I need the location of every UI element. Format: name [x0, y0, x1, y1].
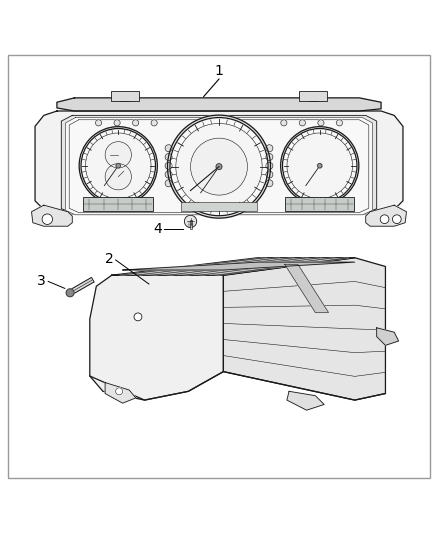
Circle shape — [170, 118, 268, 216]
Circle shape — [392, 215, 401, 223]
Polygon shape — [377, 328, 399, 345]
Circle shape — [318, 120, 324, 126]
Circle shape — [134, 313, 142, 321]
Circle shape — [66, 289, 74, 297]
Text: 3: 3 — [37, 273, 46, 287]
Circle shape — [176, 124, 262, 210]
Circle shape — [79, 127, 157, 205]
Circle shape — [380, 215, 389, 223]
Polygon shape — [66, 118, 372, 215]
Circle shape — [167, 115, 271, 218]
Circle shape — [266, 154, 273, 160]
Polygon shape — [35, 111, 403, 214]
Circle shape — [133, 120, 139, 126]
Polygon shape — [287, 391, 324, 410]
Polygon shape — [61, 115, 377, 213]
Polygon shape — [199, 258, 335, 275]
Polygon shape — [152, 258, 294, 275]
FancyBboxPatch shape — [285, 197, 354, 211]
Text: 2: 2 — [105, 252, 114, 265]
Circle shape — [116, 164, 120, 168]
Circle shape — [165, 162, 172, 169]
Circle shape — [191, 138, 247, 195]
Circle shape — [114, 120, 120, 126]
Circle shape — [266, 162, 273, 169]
FancyBboxPatch shape — [83, 197, 153, 211]
Circle shape — [336, 120, 343, 126]
Polygon shape — [167, 258, 307, 275]
Polygon shape — [123, 262, 355, 270]
Circle shape — [283, 128, 357, 203]
Polygon shape — [105, 383, 136, 403]
Text: 4: 4 — [153, 222, 162, 236]
Circle shape — [165, 145, 172, 152]
Circle shape — [266, 171, 273, 178]
Circle shape — [105, 164, 131, 190]
Circle shape — [281, 127, 359, 205]
Circle shape — [105, 142, 131, 168]
Circle shape — [95, 120, 102, 126]
Circle shape — [266, 145, 273, 152]
Circle shape — [299, 120, 305, 126]
Polygon shape — [223, 258, 385, 400]
Polygon shape — [32, 205, 72, 226]
Circle shape — [151, 120, 157, 126]
Circle shape — [266, 180, 273, 187]
Circle shape — [165, 180, 172, 187]
Circle shape — [42, 214, 53, 224]
Circle shape — [81, 128, 155, 203]
Circle shape — [184, 215, 197, 228]
Polygon shape — [184, 258, 321, 275]
Circle shape — [85, 133, 151, 198]
Polygon shape — [285, 264, 328, 312]
Circle shape — [165, 154, 172, 160]
Polygon shape — [120, 258, 266, 275]
Polygon shape — [136, 258, 280, 275]
Circle shape — [318, 164, 322, 168]
FancyBboxPatch shape — [111, 91, 139, 101]
Circle shape — [116, 388, 123, 395]
Polygon shape — [112, 258, 355, 275]
Text: 1: 1 — [215, 64, 223, 78]
FancyBboxPatch shape — [181, 201, 257, 211]
FancyBboxPatch shape — [299, 91, 327, 101]
Polygon shape — [366, 205, 406, 226]
Polygon shape — [90, 275, 223, 400]
Circle shape — [281, 120, 287, 126]
Polygon shape — [215, 258, 349, 275]
Circle shape — [165, 171, 172, 178]
Circle shape — [287, 133, 353, 198]
Circle shape — [216, 164, 222, 169]
Polygon shape — [57, 98, 381, 111]
